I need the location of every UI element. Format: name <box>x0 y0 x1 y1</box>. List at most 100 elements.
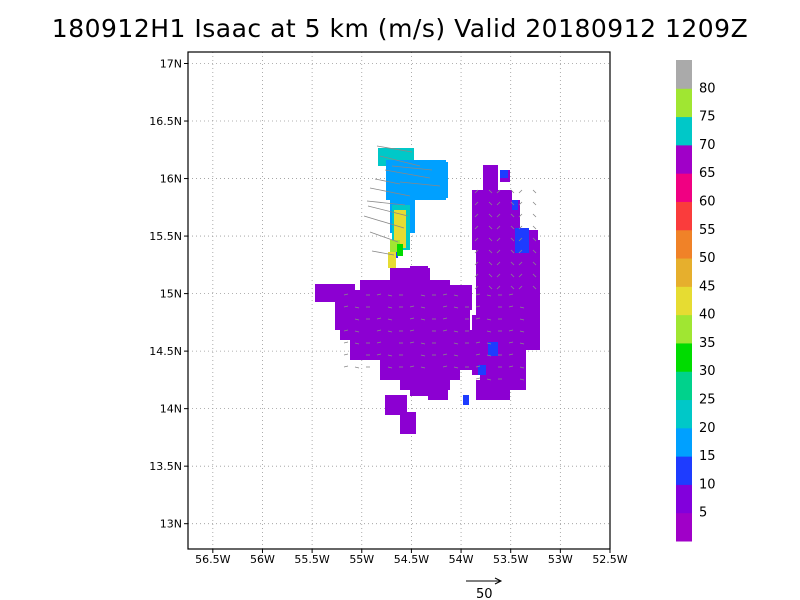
colorbar-label: 40 <box>699 308 716 323</box>
wind-vector <box>474 273 479 278</box>
wind-vector <box>508 305 514 308</box>
wind-vector <box>442 317 448 320</box>
wind-vector <box>518 237 523 242</box>
wind-vector <box>387 306 393 309</box>
lat-tick-label: 14.5N <box>149 345 182 358</box>
wind-vector <box>367 205 409 217</box>
wind-vector <box>508 365 514 368</box>
wind-vector <box>532 285 537 290</box>
wind-vector <box>475 377 481 380</box>
colorbar-label: 50 <box>699 251 716 266</box>
colorbar-segment <box>676 286 692 316</box>
colorbar-segment <box>676 512 692 542</box>
wind-vector <box>453 294 459 297</box>
colorbar-segment <box>676 144 692 174</box>
colorbar-segment <box>676 399 692 429</box>
wind-vector <box>442 305 448 308</box>
colorbar-label: 20 <box>699 421 716 436</box>
wind-vector <box>474 225 479 230</box>
wind-vector <box>519 366 525 369</box>
wind-vector <box>474 249 479 254</box>
wind-vector <box>519 378 525 381</box>
colorbar-segment <box>676 342 692 372</box>
wind-vector <box>518 189 523 194</box>
longitude-axis: 56.5W 56W 55.5W 55W 54.5W 54W 53.5W 53W 52.5W <box>195 549 628 566</box>
lon-tick-label: 52.5W <box>592 553 627 566</box>
wind-vector <box>387 294 393 297</box>
wind-vector <box>371 250 395 256</box>
wind-vector <box>496 273 501 278</box>
lat-tick-label: 14N <box>160 403 182 416</box>
wind-speed-cell <box>463 395 469 405</box>
wind-vector <box>343 329 349 332</box>
wind-speed-cell <box>400 412 416 434</box>
wind-vector <box>518 249 523 254</box>
wind-vector <box>532 237 537 242</box>
wind-speed-cell <box>512 200 518 210</box>
wind-vector <box>518 273 523 278</box>
wind-vector <box>475 317 481 320</box>
wind-vector <box>354 306 360 309</box>
wind-speed-cell <box>394 210 406 248</box>
lon-tick-label: 53.5W <box>493 553 528 566</box>
wind-vector <box>343 293 349 296</box>
wind-vector <box>387 318 393 321</box>
wind-vectors <box>343 145 537 381</box>
wind-vector <box>474 189 479 194</box>
wind-vector <box>376 317 382 320</box>
wind-vector <box>376 353 382 356</box>
colorbar-segment <box>676 314 692 344</box>
wind-vector <box>475 293 481 296</box>
wind-vector <box>474 261 479 266</box>
reference-vector-label: 50 <box>476 587 493 600</box>
wind-vector <box>496 213 501 218</box>
wind-vector <box>532 249 537 254</box>
wind-vector <box>486 342 492 345</box>
wind-vector <box>475 353 481 356</box>
wind-vector <box>532 213 537 218</box>
wind-vector <box>442 293 448 296</box>
wind-speed-cell <box>335 300 355 330</box>
wind-vector <box>475 365 481 368</box>
wind-vector <box>486 354 492 357</box>
wind-vector <box>420 318 426 321</box>
wind-speed-field <box>315 148 540 434</box>
wind-vector <box>510 189 515 194</box>
wind-speed-cell <box>478 365 486 375</box>
wind-vector <box>510 273 515 278</box>
wind-vector <box>519 318 525 321</box>
wind-vector <box>486 378 492 381</box>
wind-vector <box>496 225 501 230</box>
wind-vector <box>510 237 515 242</box>
colorbar: 5 10 15 20 25 30 35 40 45 50 55 60 65 70 75 80 <box>676 60 716 542</box>
wind-speed-cell <box>476 380 490 400</box>
lat-tick-label: 13N <box>160 518 182 531</box>
wind-speed-cell <box>450 285 472 310</box>
colorbar-label: 15 <box>699 449 716 464</box>
wind-vector <box>508 329 514 332</box>
wind-vector <box>518 285 523 290</box>
colorbar-label: 25 <box>699 393 716 408</box>
wind-vector <box>420 366 426 369</box>
wind-vector <box>508 293 514 296</box>
wind-vector <box>518 225 523 230</box>
lat-tick-label: 16.5N <box>149 115 182 128</box>
wind-vector <box>475 341 481 344</box>
wind-vector <box>475 305 481 308</box>
wind-speed-cell <box>390 240 400 252</box>
wind-speed-cell <box>510 200 520 230</box>
wind-vector <box>474 237 479 242</box>
wind-vector <box>532 201 537 206</box>
wind-vector <box>488 201 493 206</box>
wind-vector <box>510 225 515 230</box>
wind-vector <box>420 342 426 345</box>
wind-vector <box>496 285 501 290</box>
wind-speed-cell <box>515 228 529 253</box>
wind-vector <box>474 213 479 218</box>
wind-speed-cell <box>388 252 396 268</box>
lon-tick-label: 54.5W <box>394 553 429 566</box>
wind-vector <box>420 294 426 297</box>
wind-vector <box>519 342 525 345</box>
wind-vector <box>474 285 479 290</box>
wind-vector <box>496 201 501 206</box>
